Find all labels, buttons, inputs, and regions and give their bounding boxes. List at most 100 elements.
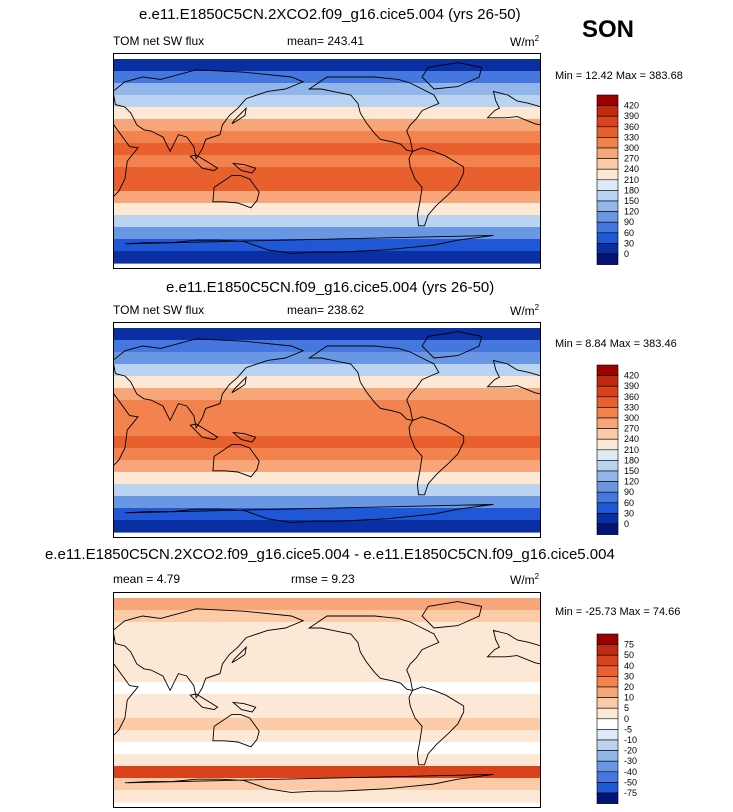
coastline-2-3 — [307, 345, 440, 421]
colorbar-1-box-11 — [596, 211, 619, 223]
colorbar-1-box-0 — [596, 94, 619, 106]
zonal-band-2-4 — [113, 376, 541, 389]
panel-3-map — [113, 592, 541, 808]
colorbar-1-box-10 — [596, 200, 619, 212]
colorbar-2-box-0 — [596, 364, 619, 376]
colorbar-1-label-13: 30 — [624, 238, 634, 248]
zonal-band-1-3 — [113, 95, 541, 108]
colorbar-1-box-7 — [596, 168, 619, 181]
colorbar-2-label-11: 90 — [624, 487, 634, 497]
colorbar-2-label-7: 210 — [624, 445, 639, 455]
colorbar-1-label-11: 90 — [624, 217, 634, 227]
coastline-2-7 — [124, 503, 494, 523]
colorbar-1-label-0: 420 — [624, 101, 639, 111]
colorbar-3-label-0: 75 — [624, 640, 634, 650]
panel-2-variable-label: TOM net SW flux — [113, 303, 205, 317]
panel-3-title: e.e11.E1850C5CN.2XCO2.f09_g16.cice5.004 … — [45, 546, 615, 563]
panel-1-frame — [113, 53, 541, 269]
zonal-band-3-2 — [113, 622, 541, 635]
colorbar-3-box-7 — [596, 707, 619, 720]
zonal-band-1-7 — [113, 143, 541, 156]
colorbar-2-box-5 — [596, 417, 619, 429]
panel-2-units: W/m2 — [510, 303, 540, 318]
colorbar-2-box-6 — [596, 428, 619, 440]
zonal-band-3-15 — [113, 778, 541, 791]
colorbar-3-box-3 — [596, 665, 619, 677]
zonal-band-2-3 — [113, 364, 541, 377]
panel-2-title: e.e11.E1850C5CN.f09_g16.cice5.004 (yrs 2… — [166, 279, 495, 296]
coastline-3-5 — [421, 601, 483, 629]
coastline-1-2 — [212, 174, 260, 209]
zonal-band-1-0 — [113, 59, 541, 72]
colorbar-2-label-1: 390 — [624, 381, 639, 391]
colorbar-1-box-4 — [596, 137, 619, 149]
zonal-band-2-10 — [113, 448, 541, 461]
colorbar-1-label-8: 180 — [624, 185, 639, 195]
coastline-1-10 — [231, 106, 247, 125]
colorbar-2-box-12 — [596, 491, 619, 504]
zonal-band-2-15 — [113, 508, 541, 521]
panel-3-frame — [113, 592, 541, 808]
colorbar-2-label-10: 120 — [624, 477, 639, 487]
colorbar-2-box-15 — [596, 523, 619, 535]
coastline-1-5 — [421, 62, 483, 90]
coastline-1-0 — [113, 69, 305, 160]
colorbar-3-label-9: -10 — [624, 735, 637, 745]
coastline-3-2 — [212, 713, 260, 748]
colorbar-3-box-6 — [596, 697, 619, 709]
colorbar-1-label-14: 0 — [624, 249, 629, 259]
coastline-1-3 — [307, 76, 440, 152]
colorbar-3-box-1 — [596, 644, 619, 656]
colorbar-2-label-5: 270 — [624, 424, 639, 434]
colorbar-1-box-5 — [596, 147, 619, 159]
colorbar-1-box-13 — [596, 232, 619, 244]
colorbar-2-label-6: 240 — [624, 434, 639, 444]
colorbar-3-box-4 — [596, 676, 619, 688]
colorbar-3-box-14 — [596, 782, 619, 794]
coastline-2-2 — [212, 443, 260, 478]
colorbar-3-label-2: 40 — [624, 661, 634, 671]
colorbar-3-label-8: -5 — [624, 724, 632, 734]
coastline-3-0 — [113, 608, 305, 699]
colorbar-1-label-5: 270 — [624, 154, 639, 164]
colorbar-2-box-7 — [596, 438, 619, 451]
panel-2-map — [113, 322, 541, 538]
zonal-band-1-12 — [113, 203, 541, 216]
zonal-band-2-8 — [113, 424, 541, 437]
coastline-2-9 — [231, 431, 257, 443]
panel-2-mean-label: mean= 238.62 — [287, 303, 365, 317]
colorbar-2-label-0: 420 — [624, 371, 639, 381]
coastline-3-4 — [408, 686, 465, 766]
zonal-band-1-5 — [113, 119, 541, 132]
colorbar-1-box-3 — [596, 126, 619, 138]
coastline-3-6 — [486, 629, 541, 665]
colorbar-2-box-8 — [596, 449, 619, 461]
coastline-2-6 — [486, 359, 541, 395]
coastline-3-7 — [124, 773, 494, 793]
zonal-band-2-16 — [113, 520, 541, 533]
colorbar-2-label-14: 0 — [624, 519, 629, 529]
panel-1-mean-label: mean= 243.41 — [287, 34, 365, 48]
coastline-1-6 — [486, 90, 541, 126]
coastline-3-8 — [189, 693, 219, 711]
coastline-1-9 — [231, 162, 257, 174]
panel-1-variable-label: TOM net SW flux — [113, 34, 205, 48]
colorbar-3-label-6: 5 — [624, 703, 629, 713]
zonal-band-1-16 — [113, 251, 541, 264]
colorbar-2-box-13 — [596, 502, 619, 514]
zonal-band-3-8 — [113, 694, 541, 707]
colorbar-1-label-3: 330 — [624, 132, 639, 142]
coastline-1-8 — [189, 154, 219, 172]
panel-3-coastlines — [113, 601, 541, 793]
colorbar-2-label-2: 360 — [624, 392, 639, 402]
colorbar-1-label-10: 120 — [624, 207, 639, 217]
zonal-band-1-15 — [113, 239, 541, 252]
colorbar-3-label-3: 30 — [624, 671, 634, 681]
zonal-band-3-3 — [113, 634, 541, 647]
colorbar-3-label-13: -50 — [624, 777, 637, 787]
colorbar-1-box-9 — [596, 190, 619, 202]
coastline-2-4 — [408, 416, 465, 496]
colorbar-2-box-10 — [596, 470, 619, 482]
